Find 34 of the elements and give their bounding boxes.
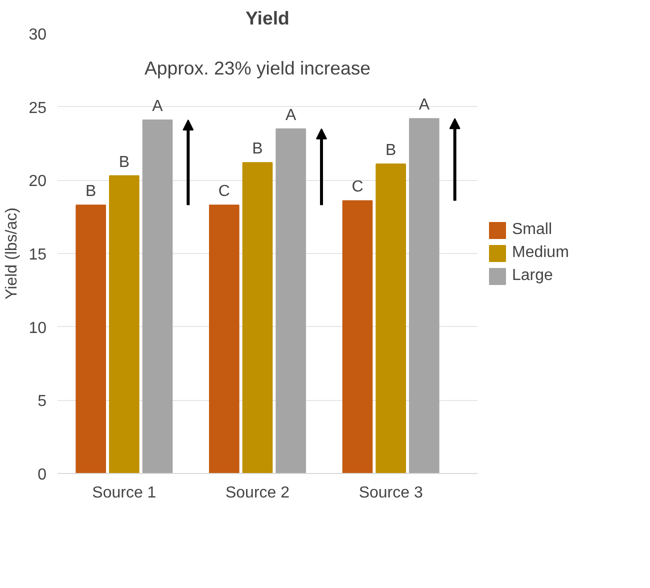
x-tick-label: Source 1 — [92, 484, 156, 502]
bar — [409, 118, 440, 474]
data-label: B — [85, 183, 96, 200]
y-tick-label: 30 — [28, 26, 47, 44]
bar — [142, 120, 173, 474]
bar — [76, 204, 106, 474]
x-tick-label: Source 3 — [358, 484, 423, 502]
data-label: B — [252, 140, 263, 158]
bar — [109, 175, 140, 474]
y-tick-label: 20 — [28, 173, 47, 190]
data-label: A — [152, 98, 164, 116]
legend-label: Small — [512, 221, 552, 239]
bar — [376, 164, 406, 474]
legend-label: Large — [512, 267, 553, 285]
annotation: Approx. 23% yield increase — [144, 58, 371, 78]
data-label: C — [352, 178, 364, 196]
y-axis-title: Yield (lbs/ac) — [4, 208, 21, 300]
data-label: B — [385, 142, 396, 160]
y-tick-label: 0 — [38, 466, 47, 484]
bar — [242, 162, 273, 474]
data-label: A — [285, 106, 296, 124]
y-tick-label: 5 — [38, 393, 47, 410]
x-tick-label: Source 2 — [225, 484, 290, 502]
y-tick-label: 25 — [28, 100, 47, 117]
bar — [276, 128, 306, 474]
bar — [209, 204, 240, 474]
chart-title: Yield — [246, 8, 290, 28]
y-tick-label: 15 — [28, 246, 47, 264]
y-tick-label: 10 — [28, 320, 47, 337]
bar — [342, 200, 373, 474]
data-label: B — [118, 154, 130, 171]
data-label: C — [218, 183, 230, 200]
legend-label: Medium — [512, 244, 569, 262]
data-label: A — [418, 96, 430, 114]
